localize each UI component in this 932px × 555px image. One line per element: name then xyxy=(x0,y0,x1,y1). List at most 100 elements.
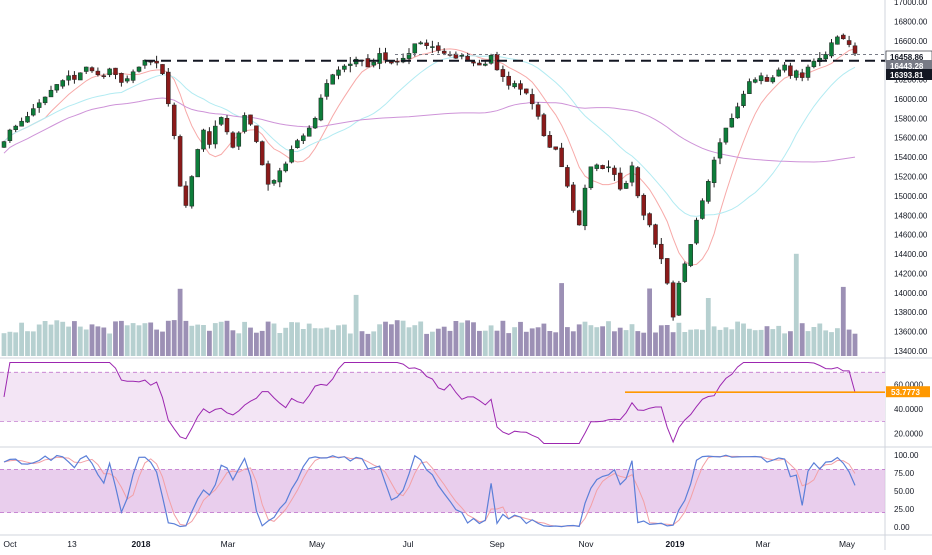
candle-body xyxy=(230,132,236,148)
volume-bar xyxy=(752,330,758,356)
volume-bar xyxy=(136,325,142,356)
volume-bar xyxy=(371,331,377,356)
volume-bar xyxy=(224,320,230,356)
candle-body xyxy=(617,172,623,190)
volume-bar xyxy=(254,332,259,356)
candle-body xyxy=(342,65,347,70)
candle-body xyxy=(664,258,670,284)
candle-body xyxy=(747,81,752,94)
volume-bar xyxy=(494,330,500,356)
candle-body xyxy=(535,104,541,117)
time-tick-label: Nov xyxy=(578,539,594,549)
volume-bar xyxy=(676,322,682,356)
candle-body xyxy=(25,116,30,123)
volume-bar xyxy=(177,288,183,356)
volume-bar xyxy=(835,328,840,356)
volume-bar xyxy=(553,332,559,356)
candle-body xyxy=(136,66,142,72)
candle-body xyxy=(95,70,101,75)
candle-body xyxy=(330,74,335,85)
volume-bar xyxy=(271,323,277,356)
volume-bar xyxy=(688,329,694,356)
time-tick-label: Mar xyxy=(221,539,236,549)
candle-body xyxy=(89,67,95,72)
candle-body xyxy=(635,167,641,197)
stochastic-panel: 0.00 25.00 50.00 75.00 100.00 xyxy=(0,451,919,532)
candle-body xyxy=(571,184,576,211)
volume-bar xyxy=(359,331,365,356)
rsi-value-box xyxy=(886,386,930,398)
candle-body xyxy=(500,69,506,77)
moving-averages xyxy=(3,48,856,266)
price-label-text: 16443.28 xyxy=(890,62,924,71)
volume-bar xyxy=(418,321,424,356)
volume-bar xyxy=(617,327,623,356)
stoch-tick-label: 25.00 xyxy=(894,505,915,514)
candle-body xyxy=(758,75,764,82)
candlesticks xyxy=(1,33,858,321)
candle-body xyxy=(465,55,470,61)
volume-bar xyxy=(512,327,517,356)
stoch-tick-label: 100.00 xyxy=(894,451,919,460)
candle-body xyxy=(623,183,629,189)
volume-bar xyxy=(72,321,77,356)
candle-body xyxy=(154,60,159,64)
candle-body xyxy=(177,136,183,187)
candle-body xyxy=(289,149,294,163)
price-tick-label: 16200.00 xyxy=(894,76,928,85)
price-tick-label: 13600.00 xyxy=(894,328,928,337)
volume-bar xyxy=(383,321,388,356)
price-label-text: 16458.86 xyxy=(890,53,924,62)
candle-body xyxy=(271,180,277,184)
candle-body xyxy=(312,118,318,129)
volume-bar xyxy=(236,333,242,356)
volume-bar xyxy=(471,322,476,356)
volume-bar xyxy=(770,329,776,356)
price-panel-bg xyxy=(0,0,885,358)
stoch-tick-label: 75.00 xyxy=(894,469,915,478)
time-tick-label: May xyxy=(839,539,856,549)
candle-body xyxy=(841,34,846,40)
candle-body xyxy=(547,135,553,148)
candle-body xyxy=(66,75,71,81)
candle-body xyxy=(418,42,423,45)
volume-bar xyxy=(840,286,846,356)
volume-bar xyxy=(823,330,829,356)
candle-body xyxy=(711,159,717,183)
candle-body xyxy=(494,54,500,71)
volume-bar xyxy=(66,326,71,356)
volume-bar xyxy=(1,333,7,356)
volume-bar xyxy=(142,323,148,356)
volume-bar xyxy=(846,329,852,356)
volume-bar xyxy=(342,324,347,356)
volume-bar xyxy=(723,327,729,356)
candle-body xyxy=(770,77,776,83)
price-tick-label: 15000.00 xyxy=(894,192,928,201)
candle-body xyxy=(389,61,394,64)
volume-bar xyxy=(447,330,453,356)
candle-body xyxy=(512,83,517,88)
candle-body xyxy=(42,96,48,104)
volume-bar xyxy=(565,327,570,356)
candle-body xyxy=(371,61,376,66)
candle-body xyxy=(60,80,65,87)
price-label-text: 16393.81 xyxy=(890,71,924,80)
candle-body xyxy=(166,71,171,105)
candle-body xyxy=(835,36,840,45)
volume-bar xyxy=(700,329,705,356)
candle-body xyxy=(694,219,699,244)
volume-bar xyxy=(776,325,782,356)
candle-body xyxy=(72,74,77,80)
volume-bar xyxy=(183,320,189,356)
volume-bar xyxy=(506,333,512,356)
volume-bar xyxy=(83,329,89,356)
candle-body xyxy=(277,170,283,183)
volume-bar xyxy=(612,331,617,356)
volume-bar xyxy=(500,320,506,356)
candle-body xyxy=(54,84,60,91)
candle-body xyxy=(600,165,605,169)
volume-bar xyxy=(594,327,600,356)
candle-body xyxy=(195,149,200,178)
